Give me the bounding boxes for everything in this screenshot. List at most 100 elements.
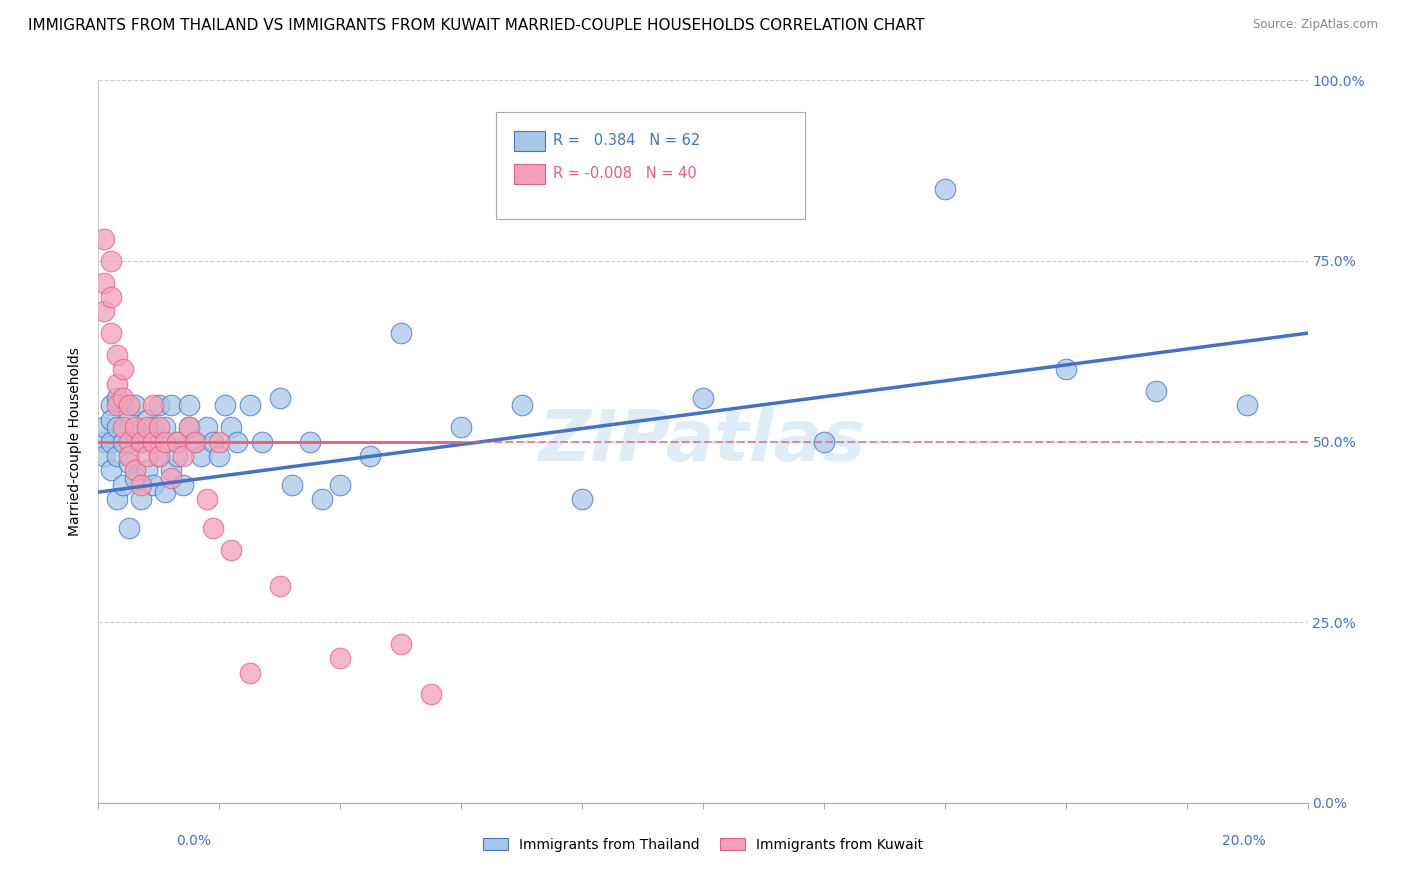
Point	[221, 420, 243, 434]
Point	[142, 398, 165, 412]
Point	[184, 434, 207, 449]
Point	[160, 463, 183, 477]
Point	[153, 420, 176, 434]
Point	[100, 290, 122, 304]
Point	[129, 478, 152, 492]
Point	[135, 413, 157, 427]
Point	[190, 449, 212, 463]
Point	[160, 470, 183, 484]
Point	[105, 391, 128, 405]
Point	[129, 434, 152, 449]
Point	[148, 449, 170, 463]
Point	[179, 398, 201, 412]
Point	[166, 449, 188, 463]
Point	[269, 579, 291, 593]
Point	[360, 449, 382, 463]
Point	[111, 420, 134, 434]
Legend: Immigrants from Thailand, Immigrants from Kuwait: Immigrants from Thailand, Immigrants fro…	[477, 832, 929, 857]
Point	[153, 485, 176, 500]
Text: R =   0.384   N = 62: R = 0.384 N = 62	[554, 134, 700, 148]
Y-axis label: Married-couple Households: Married-couple Households	[69, 347, 83, 536]
Point	[148, 420, 170, 434]
Point	[153, 434, 176, 449]
Point	[450, 420, 472, 434]
Point	[202, 434, 225, 449]
Point	[195, 492, 218, 507]
Point	[311, 492, 333, 507]
Point	[389, 326, 412, 340]
Point	[135, 463, 157, 477]
Point	[111, 434, 134, 449]
Point	[111, 391, 134, 405]
Point	[124, 470, 146, 484]
Point	[172, 449, 194, 463]
Point	[179, 420, 201, 434]
Point	[135, 420, 157, 434]
Point	[93, 304, 115, 318]
Point	[111, 362, 134, 376]
Text: R = -0.008   N = 40: R = -0.008 N = 40	[554, 167, 697, 181]
Point	[1236, 398, 1258, 412]
Point	[299, 434, 322, 449]
Point	[105, 398, 128, 412]
Point	[692, 391, 714, 405]
Point	[118, 434, 141, 449]
Point	[934, 182, 956, 196]
Point	[111, 478, 134, 492]
Point	[93, 449, 115, 463]
Text: Source: ZipAtlas.com: Source: ZipAtlas.com	[1253, 18, 1378, 31]
Point	[105, 376, 128, 391]
Point	[105, 492, 128, 507]
Point	[93, 420, 115, 434]
Point	[221, 542, 243, 557]
Point	[100, 326, 122, 340]
Text: 0.0%: 0.0%	[176, 834, 211, 848]
Point	[100, 463, 122, 477]
Point	[179, 420, 201, 434]
Point	[166, 434, 188, 449]
Point	[510, 398, 533, 412]
Point	[124, 463, 146, 477]
Point	[184, 434, 207, 449]
Point	[129, 492, 152, 507]
Point	[105, 348, 128, 362]
Point	[100, 413, 122, 427]
Point	[239, 665, 262, 680]
Point	[118, 449, 141, 463]
Point	[142, 478, 165, 492]
Point	[118, 456, 141, 470]
Point	[166, 434, 188, 449]
Point	[214, 398, 236, 412]
Point	[269, 391, 291, 405]
Point	[93, 434, 115, 449]
Point	[420, 687, 443, 701]
Point	[105, 420, 128, 434]
Point	[100, 253, 122, 268]
Point	[124, 398, 146, 412]
Point	[124, 420, 146, 434]
Point	[93, 276, 115, 290]
Text: 20.0%: 20.0%	[1222, 834, 1265, 848]
Point	[813, 434, 835, 449]
Point	[118, 521, 141, 535]
Point	[100, 398, 122, 412]
Point	[571, 492, 593, 507]
Point	[129, 434, 152, 449]
Point	[118, 398, 141, 412]
Point	[105, 449, 128, 463]
Point	[160, 398, 183, 412]
Point	[329, 651, 352, 665]
Point	[148, 398, 170, 412]
Point	[142, 420, 165, 434]
Point	[239, 398, 262, 412]
Point	[135, 449, 157, 463]
Point	[281, 478, 304, 492]
Point	[195, 420, 218, 434]
Point	[202, 521, 225, 535]
Point	[142, 434, 165, 449]
Point	[124, 427, 146, 442]
Point	[1144, 384, 1167, 398]
Point	[250, 434, 273, 449]
Point	[1054, 362, 1077, 376]
Text: IMMIGRANTS FROM THAILAND VS IMMIGRANTS FROM KUWAIT MARRIED-COUPLE HOUSEHOLDS COR: IMMIGRANTS FROM THAILAND VS IMMIGRANTS F…	[28, 18, 925, 33]
